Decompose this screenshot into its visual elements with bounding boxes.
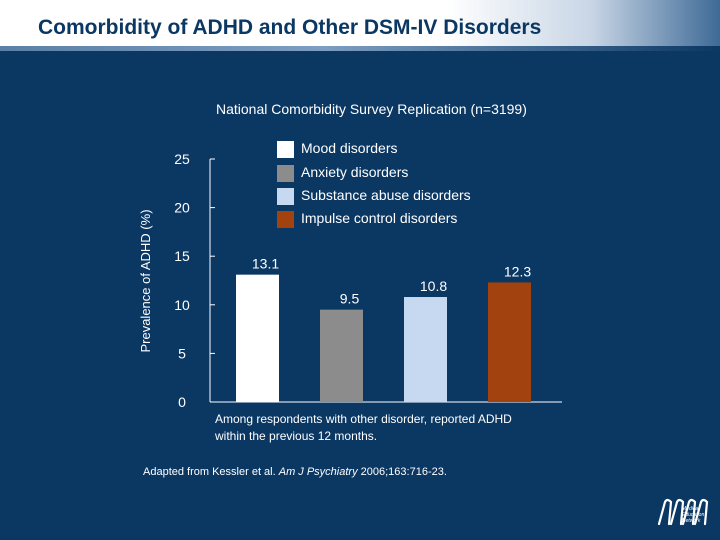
y-tick-label: 5: [178, 345, 186, 361]
logo-line: Education: [682, 512, 705, 518]
logo-line: Medical: [682, 506, 700, 512]
y-tick-label: 10: [174, 297, 190, 313]
y-axis-title: Prevalence of ADHD (%): [138, 209, 153, 352]
bar-value-label: 13.1: [252, 256, 279, 272]
bar-mood-disorders: [236, 274, 279, 402]
legend-swatch-substance: [277, 188, 294, 205]
legend-swatch-anxiety: [277, 165, 294, 182]
legend-swatch-impulse: [277, 211, 294, 228]
bar-anxiety-disorders: [320, 309, 363, 402]
y-tick-label: 0: [178, 394, 186, 410]
source-citation: Adapted from Kessler et al. Am J Psychia…: [143, 466, 447, 478]
y-tick-label: 20: [174, 200, 190, 216]
bar-value-label: 10.8: [420, 278, 447, 294]
bar-impulse-control-disorders: [488, 282, 531, 402]
source-journal: Am J Psychiatry: [278, 466, 358, 478]
y-tick-label: 15: [174, 248, 190, 264]
slide-title: Comorbidity of ADHD and Other DSM-IV Dis…: [38, 16, 542, 39]
source-suffix: 2006;163:716-23.: [357, 466, 447, 478]
bar-substance-abuse-disorders: [404, 297, 447, 402]
mne-logo-icon: [657, 498, 709, 526]
chart-footnote: Among respondents with other disorder, r…: [215, 412, 512, 443]
legend-label-mood: Mood disorders: [301, 140, 398, 156]
title-divider: [0, 46, 720, 51]
bar-value-label: 9.5: [340, 291, 360, 307]
source-prefix: Adapted from Kessler et al.: [143, 466, 279, 478]
logo-line: Network: [682, 518, 701, 524]
legend-label-substance: Substance abuse disorders: [301, 187, 471, 203]
legend-label-impulse: Impulse control disorders: [301, 210, 458, 226]
legend-swatch-mood: [277, 141, 294, 158]
logo-wordmark: Medical Education Network: [682, 506, 718, 524]
title-bar: [0, 0, 720, 46]
bar-value-label: 12.3: [504, 263, 531, 279]
chart-subtitle: National Comorbidity Survey Replication …: [216, 101, 527, 117]
y-tick-label: 25: [174, 151, 190, 167]
legend-label-anxiety: Anxiety disorders: [301, 164, 409, 180]
